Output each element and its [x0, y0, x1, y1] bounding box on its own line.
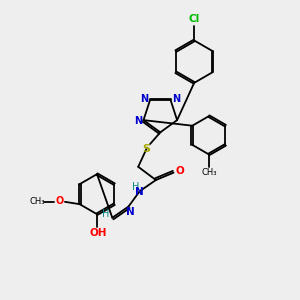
Text: N: N: [172, 94, 180, 104]
Text: CH₃: CH₃: [30, 197, 45, 206]
Text: S: S: [142, 144, 151, 154]
Text: H: H: [133, 182, 140, 192]
Text: N: N: [134, 116, 142, 126]
Text: N: N: [135, 188, 143, 197]
Text: N: N: [141, 94, 149, 104]
Text: O: O: [175, 166, 184, 176]
Text: Cl: Cl: [188, 14, 200, 24]
Text: O: O: [56, 196, 64, 206]
Text: N: N: [126, 206, 135, 217]
Text: CH₃: CH₃: [201, 168, 217, 177]
Text: OH: OH: [89, 228, 106, 238]
Text: H: H: [102, 209, 110, 219]
